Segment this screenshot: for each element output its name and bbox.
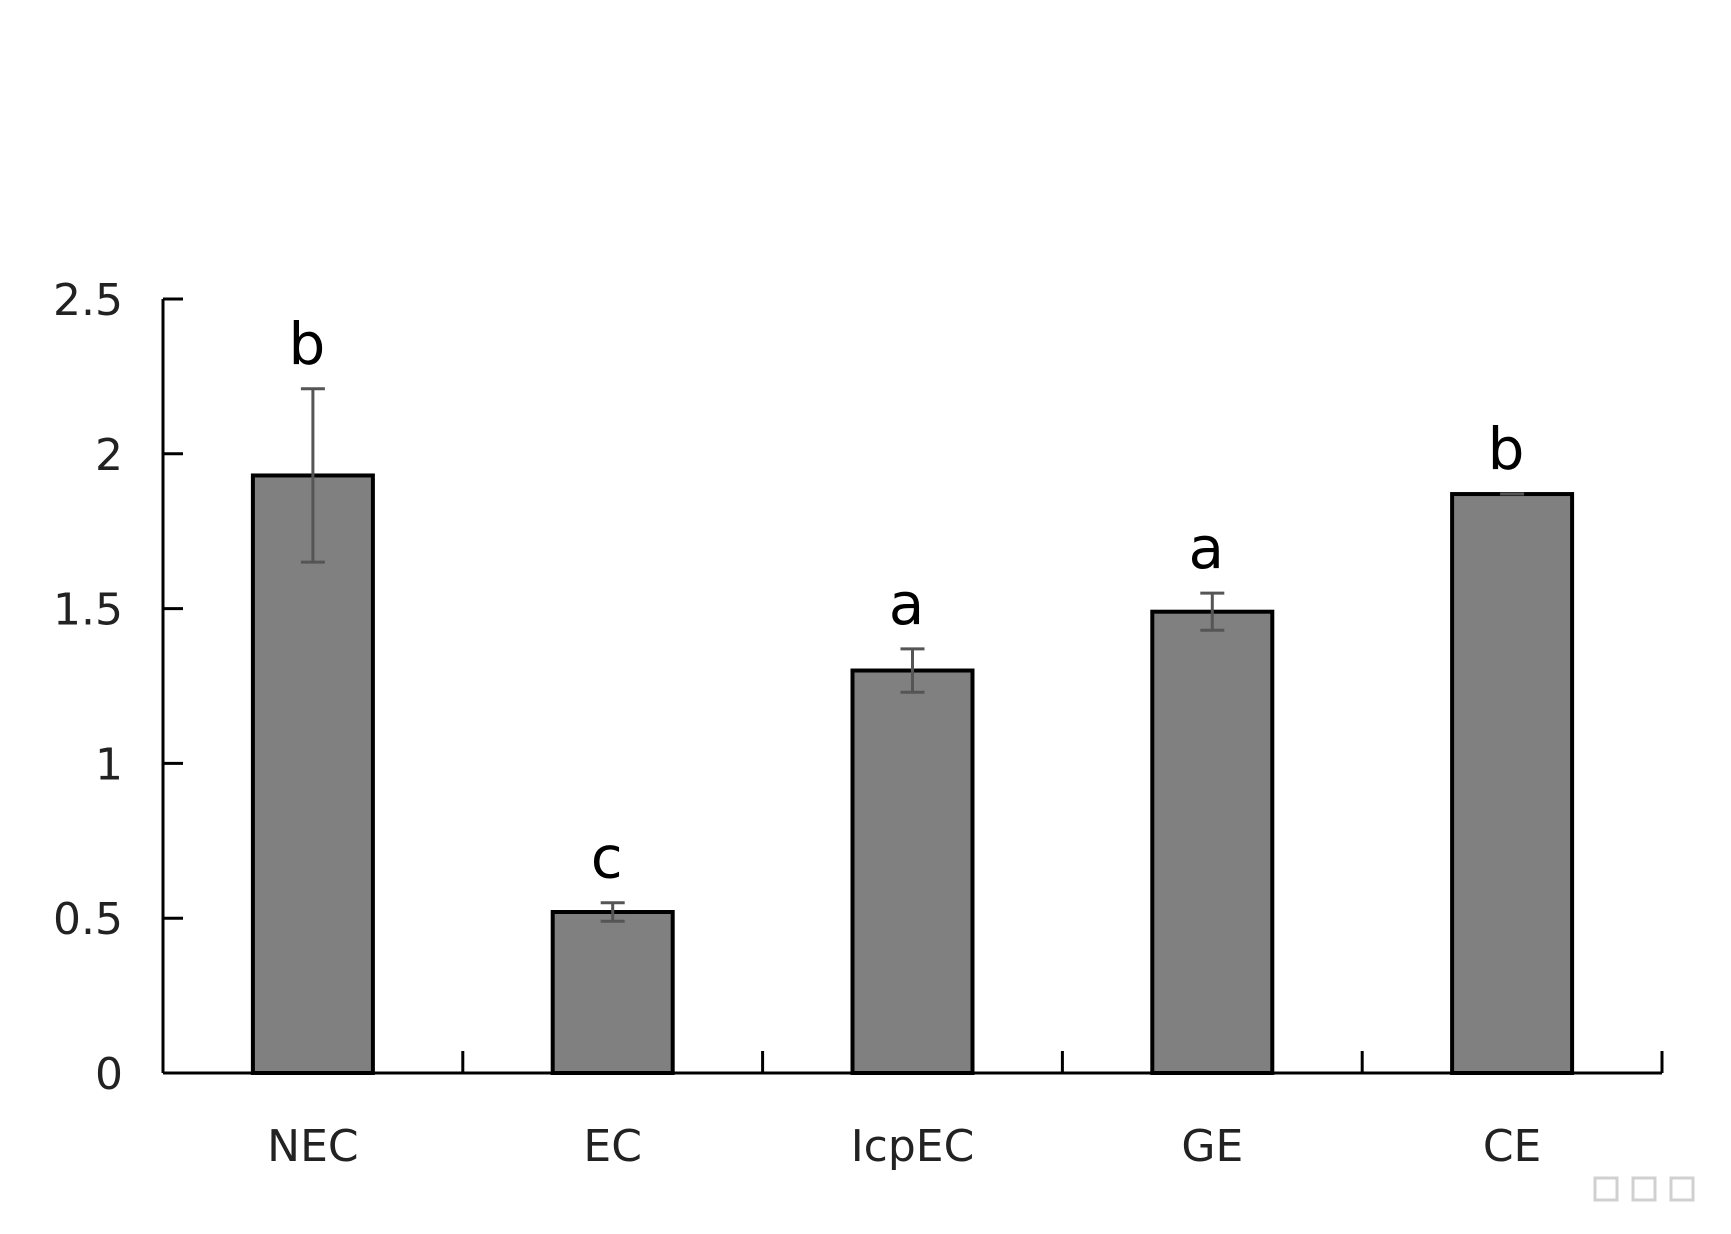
y-axis: 0 0.5 1 1.5 2 2.5 bbox=[53, 275, 183, 1100]
x-tick-label: IcpEC bbox=[851, 1121, 975, 1172]
x-tick-label: NEC bbox=[267, 1121, 358, 1172]
bar bbox=[1450, 492, 1575, 1076]
significance-label: a bbox=[889, 570, 925, 638]
y-tick-label: 0.5 bbox=[53, 894, 123, 945]
bar-series: b NEC c EC a IcpEC a GE b CE bbox=[250, 310, 1575, 1172]
significance-label: a bbox=[1189, 514, 1225, 582]
bar bbox=[250, 473, 375, 1075]
significance-label: b bbox=[288, 310, 325, 378]
watermark-logo bbox=[1593, 1176, 1695, 1202]
bar bbox=[850, 668, 975, 1076]
bar bbox=[1150, 609, 1275, 1075]
y-tick-label: 2.5 bbox=[53, 275, 123, 326]
x-tick-label: EC bbox=[583, 1121, 642, 1172]
y-tick-label: 1.5 bbox=[53, 585, 123, 636]
y-tick-label: 2 bbox=[95, 430, 123, 481]
significance-label: c bbox=[591, 824, 623, 892]
bar bbox=[550, 910, 675, 1075]
x-tick-label: CE bbox=[1483, 1121, 1542, 1172]
x-tick-label: GE bbox=[1181, 1121, 1243, 1172]
y-tick-label: 1 bbox=[95, 739, 123, 790]
y-tick-label: 0 bbox=[95, 1049, 123, 1100]
x-axis bbox=[461, 1051, 1664, 1073]
significance-label: b bbox=[1488, 415, 1525, 483]
